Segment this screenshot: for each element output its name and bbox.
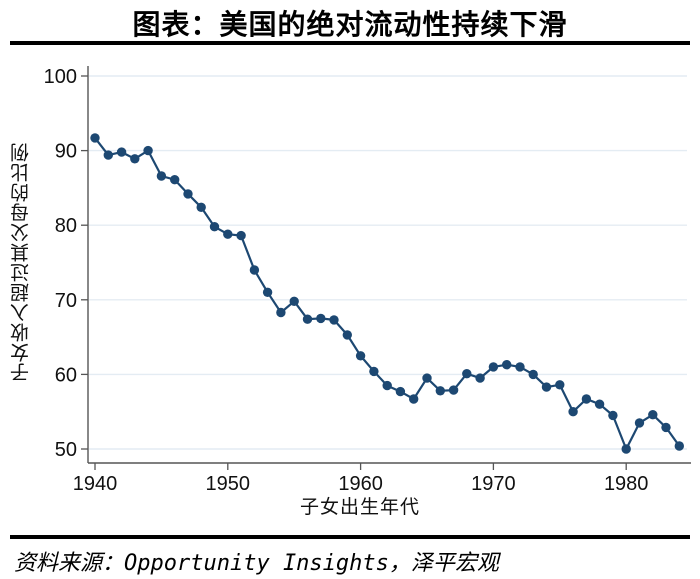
data-point: [143, 145, 153, 156]
y-tick-label: 80: [55, 215, 77, 237]
data-point: [608, 410, 618, 421]
data-point: [594, 399, 605, 409]
data-point: [555, 380, 565, 390]
data-point: [196, 202, 206, 212]
data-point: [302, 314, 313, 324]
data-point: [502, 360, 512, 370]
data-point: [422, 373, 432, 383]
x-tick-label: 1960: [338, 473, 383, 495]
data-point: [621, 444, 631, 454]
data-point: [329, 315, 339, 325]
data-point: [130, 154, 140, 164]
data-point: [515, 362, 525, 372]
data-point: [648, 410, 658, 420]
data-point: [409, 394, 419, 404]
data-point: [90, 133, 100, 143]
x-tick-label: 1980: [604, 473, 649, 495]
source-text: 资料来源：Opportunity Insights，泽平宏观: [14, 551, 499, 576]
x-tick-label: 1970: [471, 473, 516, 495]
y-tick-label: 100: [44, 66, 77, 88]
data-point: [475, 373, 485, 383]
data-point: [116, 147, 127, 157]
data-point: [355, 351, 366, 361]
data-point: [276, 307, 286, 318]
x-tick-label: 1950: [206, 473, 251, 495]
data-point: [488, 362, 499, 372]
data-point: [568, 407, 578, 417]
data-point: [634, 418, 645, 428]
data-point: [262, 287, 273, 297]
data-point: [209, 222, 220, 232]
data-point: [661, 422, 671, 433]
x-axis-label: 子女出生年代: [299, 497, 420, 518]
data-point: [236, 230, 246, 241]
y-tick-label: 60: [55, 364, 77, 386]
data-point: [462, 369, 472, 379]
page-title: 图表：美国的绝对流动性持续下滑: [132, 9, 568, 40]
data-point: [369, 366, 379, 377]
data-point: [382, 380, 392, 391]
data-line: [93, 136, 681, 451]
data-point: [223, 229, 233, 239]
y-axis-label: 子女收入超过其父母的比例: [11, 142, 32, 383]
data-point: [156, 171, 167, 181]
data-point: [249, 265, 260, 275]
data-point: [103, 150, 114, 160]
data-point: [435, 386, 445, 396]
data-point: [170, 175, 180, 185]
data-point: [528, 369, 538, 380]
data-point: [541, 382, 552, 392]
bottom-divider: [10, 535, 690, 539]
y-tick-label: 50: [55, 439, 77, 461]
data-point: [448, 385, 459, 395]
y-tick-label: 70: [55, 290, 77, 312]
data-point: [316, 313, 326, 324]
x-tick-label: 1940: [73, 473, 118, 495]
data-point: [342, 330, 352, 340]
y-tick-label: 90: [55, 141, 77, 163]
data-point: [581, 394, 592, 404]
data-point: [674, 441, 684, 451]
data-point: [395, 386, 406, 397]
top-divider: [10, 41, 690, 45]
data-point: [183, 189, 193, 199]
data-point: [289, 296, 299, 306]
